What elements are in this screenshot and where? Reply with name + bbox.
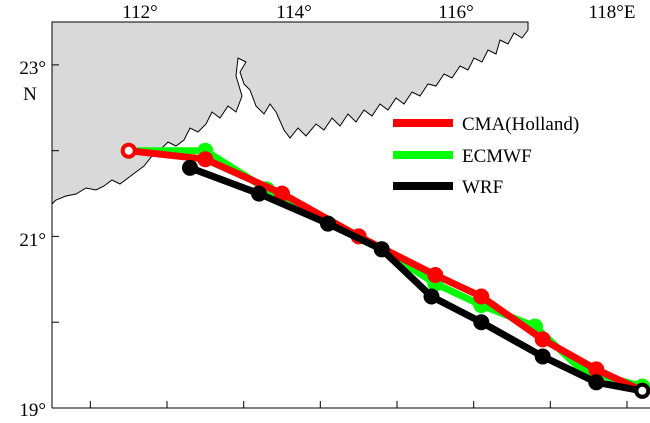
y-tick-labels: 23° N 21° 19°: [19, 58, 46, 421]
y-tick-19: 19°: [19, 400, 46, 421]
x-tick-118: 118°E: [589, 2, 636, 23]
track-line-cma-holland: [125, 147, 646, 395]
track-point-cma-holland: [534, 331, 551, 348]
legend-label-ecmwf: ECMWF: [462, 146, 532, 167]
x-tick-112: 112°: [122, 2, 157, 23]
track-point-cma-holland: [427, 267, 444, 283]
track-point-cma-holland: [197, 151, 214, 168]
legend-label-cma: CMA(Holland): [462, 114, 579, 135]
x-tick-labels: 112° 114° 116° 118°E: [122, 2, 635, 23]
track-point-wrf: [534, 348, 551, 365]
x-tick-116: 116°: [438, 2, 473, 23]
track-point-wrf: [473, 314, 490, 331]
track-point-wrf: [373, 241, 390, 258]
track-point-cma-holland: [120, 142, 137, 159]
axis-ticks: [52, 64, 628, 409]
legend: CMA(Holland) ECMWF WRF: [393, 114, 579, 198]
track-point-cma-holland: [588, 361, 605, 378]
map-frame: [51, 22, 650, 409]
y-axis-unit: N: [23, 84, 37, 105]
x-tick-114: 114°: [276, 2, 311, 23]
track-point-wrf: [251, 185, 267, 202]
track-point-wrf: [320, 215, 336, 232]
track-point-cma-holland: [274, 185, 290, 202]
track-point-wrf: [182, 159, 198, 176]
legend-label-wrf: WRF: [462, 177, 503, 198]
track-lines: [120, 142, 650, 399]
track-point-wrf: [588, 374, 605, 391]
track-point-wrf: [634, 382, 650, 399]
track-point-wrf: [423, 288, 440, 305]
coastline: [51, 21, 529, 206]
land-mass: [51, 21, 529, 206]
y-tick-23: 23°: [19, 58, 46, 79]
y-tick-21: 21°: [19, 230, 46, 251]
track-point-cma-holland: [473, 288, 490, 305]
